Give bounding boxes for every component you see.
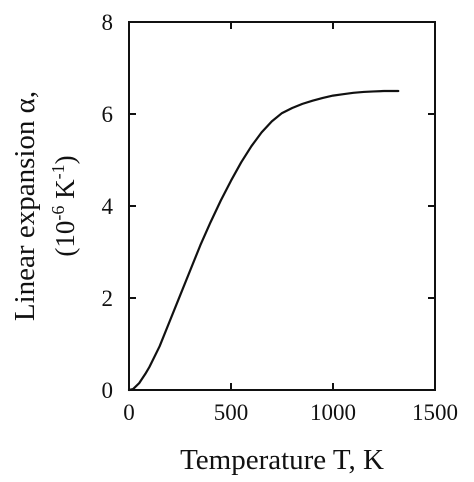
y-tick-label: 4 [102,194,114,219]
y-unit-prefix: (10 [50,221,80,257]
x-tick-label: 1000 [310,400,356,425]
y-unit-suffix: ) [50,155,80,164]
x-axis-label: Temperature T, K [180,444,384,476]
x-tick-label: 500 [214,400,249,425]
y-axis-label-group: Linear expansion α, [9,91,41,321]
y-tick-label: 8 [102,10,114,35]
x-tick-label: 0 [123,400,135,425]
y-unit-exp-1: -6 [48,206,68,221]
y-unit-exp-2: -1 [48,164,68,179]
y-tick-label: 0 [102,378,114,403]
y-tick-label: 6 [102,102,114,127]
x-axis-ticks: 0 500 1000 1500 [123,22,458,425]
y-tick-label: 2 [102,286,114,311]
x-tick-label: 1500 [412,400,458,425]
y-axis-unit-group: (10-6 K-1) [48,155,80,256]
y-unit-mid: K [50,179,80,206]
y-axis-ticks: 0 2 4 6 8 [102,10,435,403]
y-axis-label-line-1: Linear expansion α, [9,91,41,321]
series-line [127,89,400,392]
y-axis-label-line-2: (10-6 K-1) [48,155,80,256]
